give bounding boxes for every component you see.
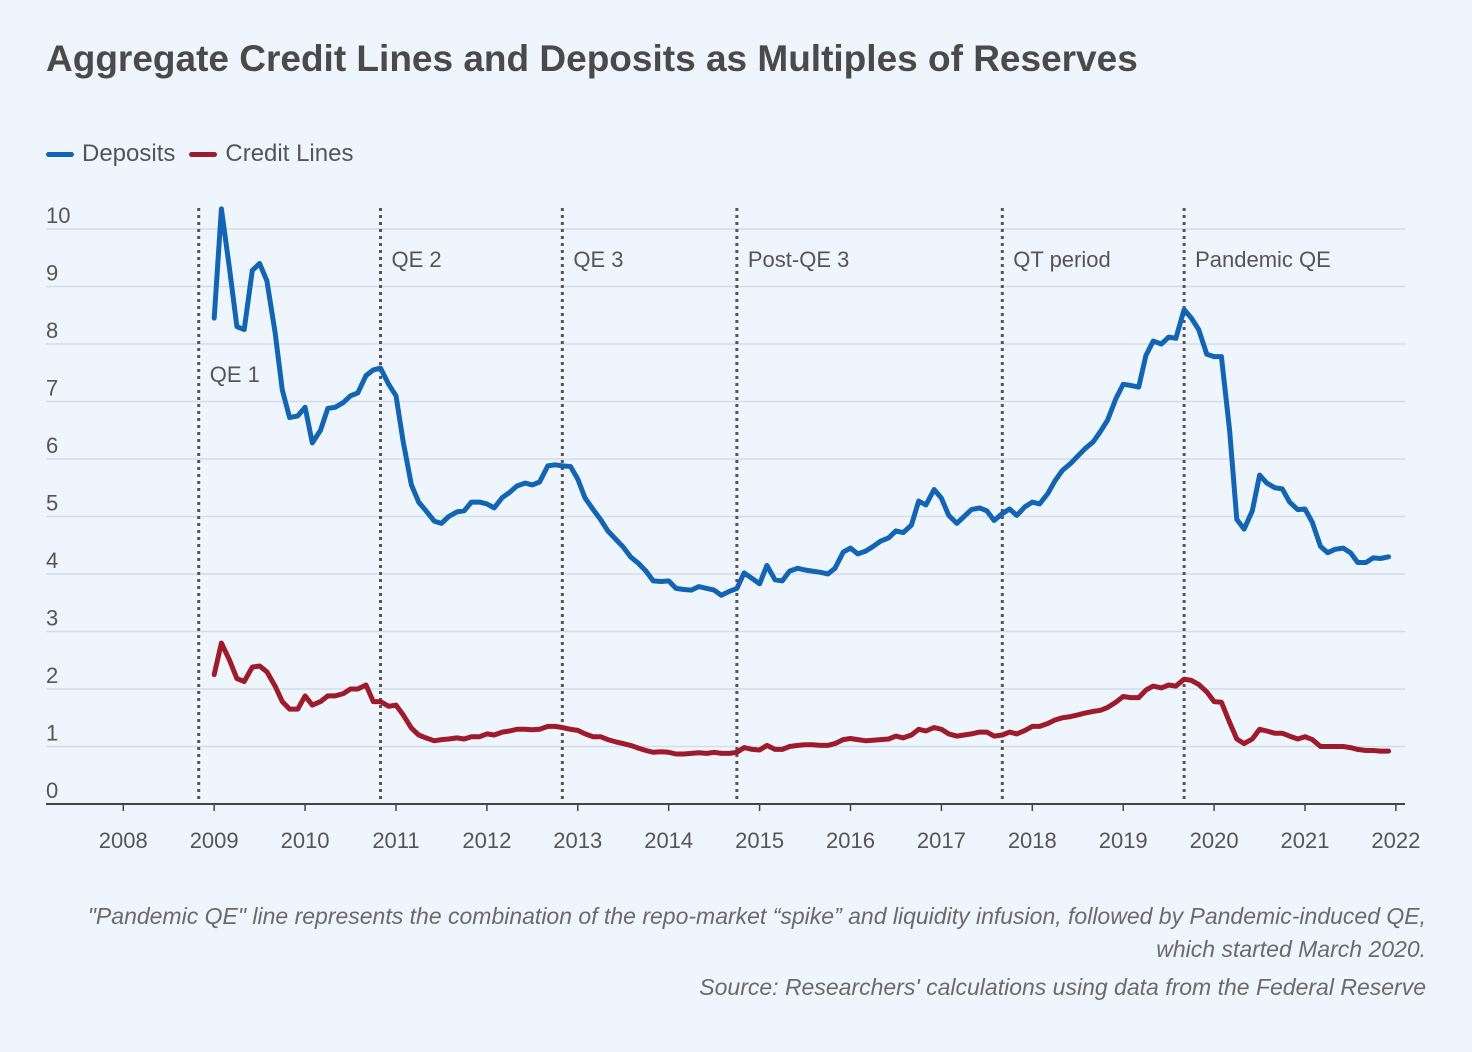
x-tick-label-2022: 2022 — [1371, 828, 1420, 853]
x-tick-label-2020: 2020 — [1190, 828, 1239, 853]
x-tick-label-2018: 2018 — [1008, 828, 1057, 853]
y-tick-label-9: 9 — [46, 261, 58, 286]
y-tick-label-4: 4 — [46, 548, 58, 573]
x-tick-label-2011: 2011 — [372, 828, 419, 853]
period-label-qe-1: QE 1 — [210, 362, 260, 387]
y-tick-label-7: 7 — [46, 376, 58, 401]
x-tick-label-2010: 2010 — [281, 828, 330, 853]
y-tick-label-8: 8 — [46, 318, 58, 343]
x-tick-label-2017: 2017 — [917, 828, 966, 853]
x-tick-label-2021: 2021 — [1281, 828, 1330, 853]
gridlines — [46, 228, 1405, 748]
period-markers: QE 1 QE 2 QE 3 Post-QE 3 QT period Pandemic Q… — [197, 208, 1331, 804]
legend-swatch-deposits — [46, 151, 74, 157]
y-tick-label-1: 1 — [46, 721, 58, 746]
chart-source: Source: Researchers' calculations using … — [699, 974, 1426, 1000]
y-tick-label-5: 5 — [46, 491, 58, 516]
x-tick-label-2016: 2016 — [826, 828, 875, 853]
series-lines — [211, 206, 1392, 757]
x-tick-label-2009: 2009 — [190, 828, 239, 853]
legend-label-credit-lines: Credit Lines — [225, 140, 354, 167]
series-line-deposits — [211, 206, 1392, 598]
period-label-qe-2: QE 2 — [392, 247, 442, 272]
y-tick-label-2: 2 — [46, 663, 58, 688]
x-tick-label-2015: 2015 — [735, 828, 784, 853]
x-tick-label-2008: 2008 — [99, 828, 148, 853]
period-label-qe-3: QE 3 — [573, 247, 623, 272]
x-tick-label-2019: 2019 — [1099, 828, 1148, 853]
legend: Deposits Credit Lines — [46, 140, 367, 168]
x-tick-label-2013: 2013 — [553, 828, 602, 853]
chart-footnote: "Pandemic QE" line represents the combin… — [87, 903, 1426, 962]
y-tick-label-3: 3 — [46, 606, 58, 631]
line-chart: 0 1 2 3 4 5 6 7 8 9 10 QE 1 QE 2 QE 3 Post-QE 3 QT per… — [46, 203, 1420, 853]
y-tick-label-6: 6 — [46, 433, 58, 458]
series-line-credit-lines — [211, 640, 1392, 757]
y-axis-labels: 0 1 2 3 4 5 6 7 8 9 10 — [46, 203, 70, 803]
y-tick-label-0: 0 — [46, 778, 58, 803]
x-axis: 2008 2009 2010 2011 2012 2013 2014 2015 2016 2017… — [46, 803, 1420, 853]
period-label-post-qe-3: Post-QE 3 — [748, 247, 849, 272]
y-tick-label-10: 10 — [46, 203, 70, 228]
legend-item-deposits: Deposits — [46, 140, 175, 168]
legend-label-deposits: Deposits — [82, 140, 176, 167]
x-tick-label-2012: 2012 — [462, 828, 511, 853]
legend-item-credit-lines: Credit Lines — [189, 140, 353, 168]
period-label-pandemic-qe: Pandemic QE — [1195, 247, 1331, 272]
x-tick-label-2014: 2014 — [644, 828, 693, 853]
legend-swatch-credit-lines — [189, 151, 218, 157]
period-label-qt-period: QT period — [1013, 247, 1110, 272]
chart-title: Aggregate Credit Lines and Deposits as M… — [46, 38, 1138, 79]
